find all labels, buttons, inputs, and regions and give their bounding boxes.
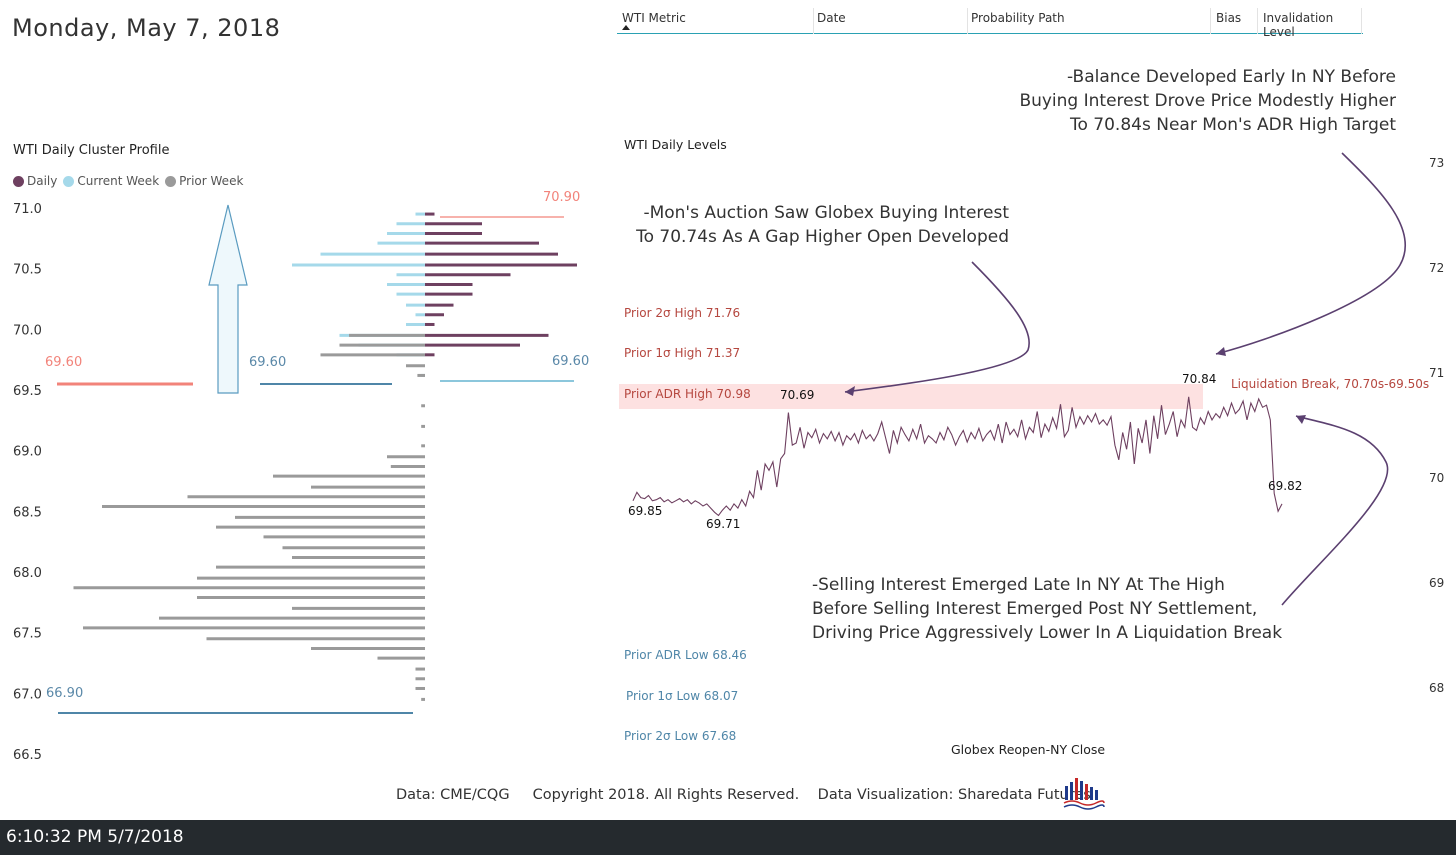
legend-label: Prior Week [179, 174, 244, 188]
cluster-y-tick: 68.0 [13, 566, 42, 581]
cluster-y-tick: 67.5 [13, 627, 42, 642]
current-week-low-label: 69.60 [249, 355, 286, 370]
legend-item-current-week[interactable]: Current Week [63, 174, 159, 188]
column-header-probability-path[interactable]: Probability Path [971, 11, 1065, 25]
levels-chart-title: WTI Daily Levels [624, 137, 727, 152]
levels-chart: 73 72 71 70 69 68 69.85 69.71 70.69 70.84 69.… [628, 152, 1444, 695]
column-separator [1210, 8, 1211, 34]
up-arrow-icon [208, 204, 248, 394]
cluster-profile-legend: Daily Current Week Prior Week [13, 174, 243, 188]
levels-y-tick: 68 [1429, 681, 1444, 695]
annotation-line: -Balance Developed Early In NY Before [1067, 67, 1396, 87]
column-separator [1361, 8, 1362, 34]
prior-2s-low-label: Prior 2σ Low 67.68 [624, 729, 737, 743]
selling-arrow [1281, 415, 1389, 606]
column-header-invalidation-level[interactable]: Invalidation Level [1263, 11, 1334, 39]
annotation-line: To 70.84s Near Mon's ADR High Target [1070, 115, 1396, 135]
legend-dot-icon [165, 175, 177, 187]
column-header-bias[interactable]: Bias [1216, 11, 1242, 25]
price-label-close: 69.82 [1268, 479, 1302, 493]
cluster-y-tick: 67.0 [13, 687, 42, 702]
cluster-bars [73, 212, 577, 701]
levels-x-axis-label: Globex Reopen-NY Close [951, 742, 1106, 757]
column-separator [967, 8, 968, 34]
levels-y-tick: 73 [1429, 156, 1444, 170]
sharedata-logo-icon [1063, 778, 1105, 810]
table-header: WTI Metric Date Probability Path Bias In… [617, 6, 1363, 39]
cluster-y-tick: 69.0 [13, 445, 42, 460]
price-series-line [632, 396, 1283, 517]
liquidation-break-label: Liquidation Break, 70.70s-69.50s [1231, 377, 1430, 391]
price-label-open: 69.85 [628, 504, 662, 518]
cluster-profile-chart: 71.0 70.5 70.0 69.5 69.0 68.5 68.0 67.5 67.0 66.5… [13, 190, 589, 763]
status-timestamp: 6:10:32 PM 5/7/2018 [6, 827, 184, 847]
cluster-y-tick: 66.5 [13, 748, 42, 763]
status-bar: 6:10:32 PM 5/7/2018 [0, 820, 1456, 855]
levels-y-tick: 72 [1429, 261, 1444, 275]
legend-label: Daily [27, 174, 58, 188]
column-separator [813, 8, 814, 34]
cluster-y-tick: 68.5 [13, 505, 42, 520]
annotation-line: To 70.74s As A Gap Higher Open Developed [636, 227, 1009, 247]
column-header-wti-metric[interactable]: WTI Metric [622, 11, 686, 25]
footer-source: Data: CME/CQG [396, 787, 510, 803]
balance-arrow [1215, 152, 1406, 355]
price-label-high: 70.84 [1182, 372, 1216, 386]
sort-ascending-icon[interactable] [622, 25, 630, 30]
prior-adr-high-label: Prior ADR High 70.98 [624, 387, 751, 401]
levels-y-tick: 71 [1429, 366, 1444, 380]
cluster-profile-title: WTI Daily Cluster Profile [13, 143, 170, 158]
prior-2s-high-label: Prior 2σ High 71.76 [624, 306, 741, 320]
page-title: Monday, May 7, 2018 [12, 14, 281, 42]
annotation-balance: -Balance Developed Early In NY Before Bu… [1019, 65, 1396, 137]
prior-week-low-label: 66.90 [46, 686, 83, 701]
adr-high-zone [619, 384, 1203, 409]
cluster-y-tick: 70.5 [13, 263, 42, 278]
balance-arrowhead-icon [1216, 347, 1226, 356]
annotation-line: -Mon's Auction Saw Globex Buying Interes… [643, 203, 1009, 223]
prior-1s-low-label: Prior 1σ Low 68.07 [626, 689, 739, 703]
annotation-line: Before Selling Interest Emerged Post NY … [812, 599, 1258, 619]
legend-dot-icon [63, 175, 75, 187]
prior-1s-high-label: Prior 1σ High 71.37 [624, 346, 741, 360]
footer-credits: Data: CME/CQG Copyright 2018. All Rights… [396, 787, 1091, 803]
levels-y-axis: 73 72 71 70 69 68 [1429, 156, 1444, 695]
price-label-first-high: 70.69 [780, 388, 814, 402]
daily-high-label: 70.90 [543, 190, 580, 205]
levels-y-tick: 69 [1429, 576, 1444, 590]
annotation-line: Buying Interest Drove Price Modestly Hig… [1019, 91, 1396, 111]
footer-visualization: Data Visualization: Sharedata Futures [817, 787, 1091, 803]
annotation-line: -Selling Interest Emerged Late In NY At … [812, 575, 1225, 595]
cluster-y-tick: 71.0 [13, 202, 42, 217]
prior-adr-low-label: Prior ADR Low 68.46 [624, 648, 747, 662]
cluster-y-axis: 71.0 70.5 70.0 69.5 69.0 68.5 68.0 67.5 67.0 66.5 [13, 202, 42, 763]
auction-arrow [844, 261, 1030, 393]
legend-dot-icon [13, 175, 24, 187]
annotation-line: Driving Price Aggressively Lower In A Li… [812, 623, 1283, 643]
daily-low-label: 69.60 [552, 354, 589, 369]
cluster-y-tick: 70.0 [13, 323, 42, 338]
legend-label: Current Week [77, 174, 160, 188]
price-label-low: 69.71 [706, 517, 740, 531]
footer-copyright: Copyright 2018. All Rights Reserved. [532, 787, 800, 803]
selling-arrowhead-icon [1296, 415, 1306, 424]
cluster-y-tick: 69.5 [13, 384, 42, 399]
annotation-selling: -Selling Interest Emerged Late In NY At … [812, 573, 1282, 645]
column-separator [1257, 8, 1258, 34]
auction-arrowhead-icon [845, 386, 855, 396]
levels-y-tick: 70 [1429, 471, 1444, 485]
annotation-auction: -Mon's Auction Saw Globex Buying Interes… [636, 201, 1009, 249]
column-header-date[interactable]: Date [817, 11, 846, 25]
prior-low-label: 69.60 [45, 355, 82, 370]
legend-item-daily[interactable]: Daily [13, 174, 57, 188]
legend-item-prior-week[interactable]: Prior Week [165, 174, 243, 188]
